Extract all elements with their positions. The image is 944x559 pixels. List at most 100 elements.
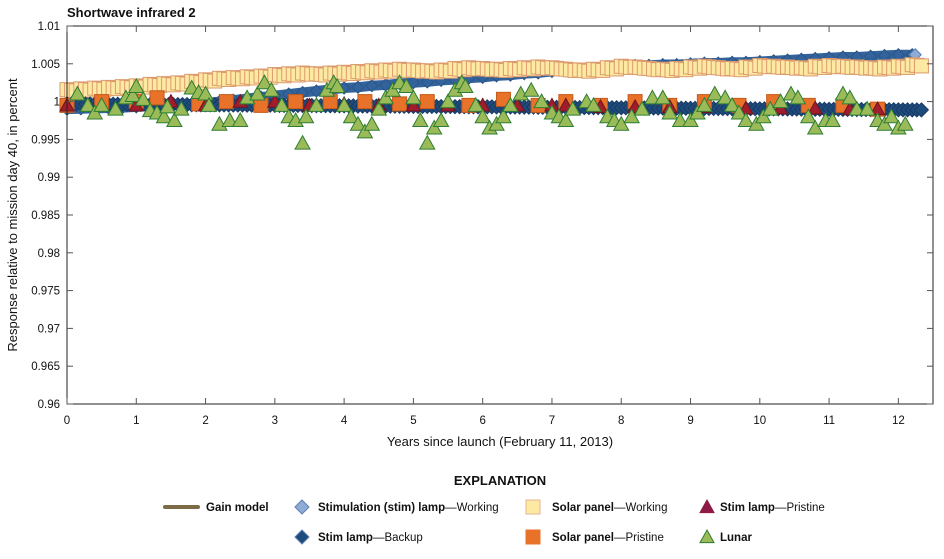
lunar-point — [249, 85, 266, 101]
y-tick-label: 0.975 — [31, 286, 60, 298]
lunar-point — [502, 96, 519, 112]
square-icon — [525, 499, 541, 515]
lunar-point — [377, 89, 395, 105]
legend-label: Solar panel—Pristine — [552, 532, 664, 544]
legend-item-stim-pristine: Stim lamp—Pristine — [699, 498, 825, 514]
solar-pristine-point — [357, 94, 373, 110]
lunar-point — [124, 87, 142, 103]
legend-label: Stimulation (stim) lamp—Working — [318, 502, 499, 514]
lunar-point — [197, 85, 214, 101]
lunar-point — [200, 96, 218, 112]
y-tick-label: 0.985 — [31, 210, 60, 222]
diamond-icon — [294, 499, 310, 515]
x-tick-label: 4 — [341, 415, 348, 427]
y-tick-label: 1 — [54, 97, 60, 109]
lunar-point — [824, 111, 841, 127]
x-tick-label: 8 — [618, 415, 624, 427]
lunar-point — [86, 104, 104, 120]
lunar-point — [671, 111, 689, 127]
x-tick-label: 12 — [892, 415, 905, 427]
solar-pristine-point — [392, 96, 408, 112]
lunar-point — [159, 98, 176, 114]
lunar-point — [418, 134, 436, 150]
lunar-point — [661, 104, 679, 120]
lunar-point — [439, 93, 457, 109]
lunar-point — [682, 111, 699, 127]
lunar-point — [294, 134, 311, 150]
lunar-point — [405, 89, 422, 105]
x-tick-label: 6 — [479, 415, 485, 427]
lunar-point — [328, 77, 346, 93]
lunar-point — [79, 96, 97, 112]
lunar-point — [457, 77, 474, 93]
solar-pristine-point — [218, 94, 234, 110]
lunar-point — [789, 89, 807, 105]
legend-title: EXPLANATION — [454, 473, 546, 488]
lunar-point — [706, 85, 724, 101]
x-tick-label: 5 — [410, 415, 416, 427]
legend-label: Solar panel—Working — [552, 502, 667, 514]
x-axis-title: Years since launch (February 11, 2013) — [387, 434, 613, 449]
x-tick-label: 7 — [549, 415, 555, 427]
lunar-point — [349, 115, 367, 131]
legend-item-lunar: Lunar — [699, 528, 752, 544]
stim-working-point — [351, 80, 365, 94]
y-tick-label: 0.97 — [38, 323, 60, 335]
triangle-icon — [699, 498, 715, 514]
lunar-point — [737, 111, 755, 127]
x-tick-label: 9 — [687, 415, 693, 427]
legend-item-solar-pristine: Solar panel—Pristine — [525, 529, 664, 545]
lunar-point — [425, 119, 443, 135]
legend-item-solar-working: Solar panel—Working — [525, 499, 667, 515]
x-tick-label: 10 — [753, 415, 766, 427]
y-tick-label: 0.995 — [31, 134, 60, 146]
lunar-point — [273, 96, 291, 112]
lunar-point — [107, 100, 124, 116]
lunar-point — [564, 100, 582, 116]
lunar-point — [69, 85, 86, 101]
y-tick-label: 0.99 — [38, 172, 60, 184]
lunar-point — [342, 108, 360, 124]
lunar-point — [806, 119, 824, 135]
lunar-point — [696, 96, 713, 112]
lunar-point — [398, 77, 415, 93]
lunar-point — [155, 108, 173, 124]
lunar-point — [221, 111, 239, 127]
x-tick-label: 3 — [272, 415, 278, 427]
lunar-point — [754, 108, 772, 124]
legend-item-gain: Gain model — [163, 502, 269, 514]
lunar-point — [263, 81, 280, 97]
stim-pristine-point — [405, 97, 422, 112]
lunar-point — [585, 96, 602, 112]
lunar-point — [93, 96, 110, 112]
y-tick-label: 0.965 — [31, 361, 60, 373]
lunar-point — [716, 89, 734, 105]
lunar-point — [474, 108, 492, 124]
lunar-point — [772, 93, 789, 109]
x-tick-labels: 0 1 2 3 4 5 6 7 8 9 10 11 12 — [64, 415, 905, 427]
lunar-point — [370, 100, 388, 116]
lunar-point — [557, 111, 575, 127]
y-tick-label: 1.005 — [31, 59, 60, 71]
stim-pristine-point — [807, 100, 824, 115]
tick-marks — [66, 25, 933, 405]
y-axis-title: Response relative to mission day 40, in … — [5, 78, 20, 352]
lunar-point — [495, 108, 512, 124]
solar-pristine-point — [288, 94, 304, 110]
stim-backup-point — [913, 102, 930, 118]
lunar-point — [858, 100, 876, 116]
lunar-point — [883, 108, 900, 124]
legend-item-stim-working: Stimulation (stim) lamp—Working — [294, 499, 499, 515]
lunar-point — [723, 96, 741, 112]
lunar-point — [761, 100, 779, 116]
chart-title: Shortwave infrared 2 — [67, 5, 196, 20]
diamond-icon — [294, 529, 310, 545]
legend-item-stim-backup: Stim lamp—Backup — [294, 529, 423, 545]
lunar-point — [432, 111, 450, 127]
lunar-point — [689, 104, 706, 120]
solar-pristine-point — [419, 94, 435, 110]
lunar-point — [256, 74, 273, 90]
lunar-point — [467, 96, 485, 112]
lunar-point — [644, 89, 661, 105]
